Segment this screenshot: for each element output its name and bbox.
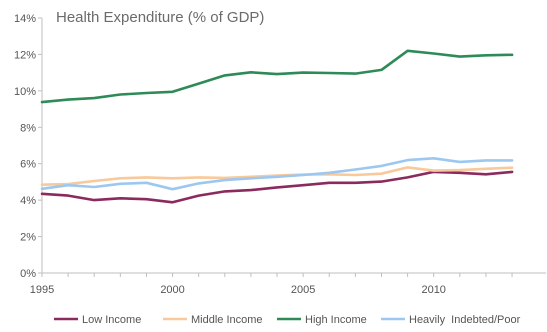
x-tick-label: 1995 <box>30 284 54 296</box>
legend-label-low-income: Low Income <box>82 314 141 326</box>
x-tick-label: 2000 <box>160 284 184 296</box>
y-tick-label: 4% <box>20 195 36 207</box>
x-tick-label: 2010 <box>421 284 445 296</box>
legend-label-heavily-indebted-poor: Heavily Indebted/Poor <box>409 314 521 326</box>
series-lines <box>40 49 514 204</box>
y-tick-label: 12% <box>14 49 36 61</box>
series-line-heavily-indebted-poor <box>40 157 514 191</box>
y-tick-label: 2% <box>20 232 36 244</box>
y-tick-label: 10% <box>14 86 36 98</box>
series-line-high-income <box>40 49 514 104</box>
legend-label-high-income: High Income <box>305 314 367 326</box>
axes: 0% 2% 4% 6% 8% 10% 12% 14% 1995 2000 2005 2010 <box>14 13 546 296</box>
x-tick-label: 2005 <box>291 284 315 296</box>
y-tick-label: 14% <box>14 13 36 25</box>
y-tick-label: 8% <box>20 122 36 134</box>
y-tick-label: 6% <box>20 159 36 171</box>
y-tick-label: 0% <box>20 268 36 280</box>
legend-label-middle-income: Middle Income <box>191 314 263 326</box>
legend: Low Income Middle Income High Income Heavil… <box>54 314 521 326</box>
chart-title: Health Expenditure (% of GDP) <box>56 9 264 26</box>
